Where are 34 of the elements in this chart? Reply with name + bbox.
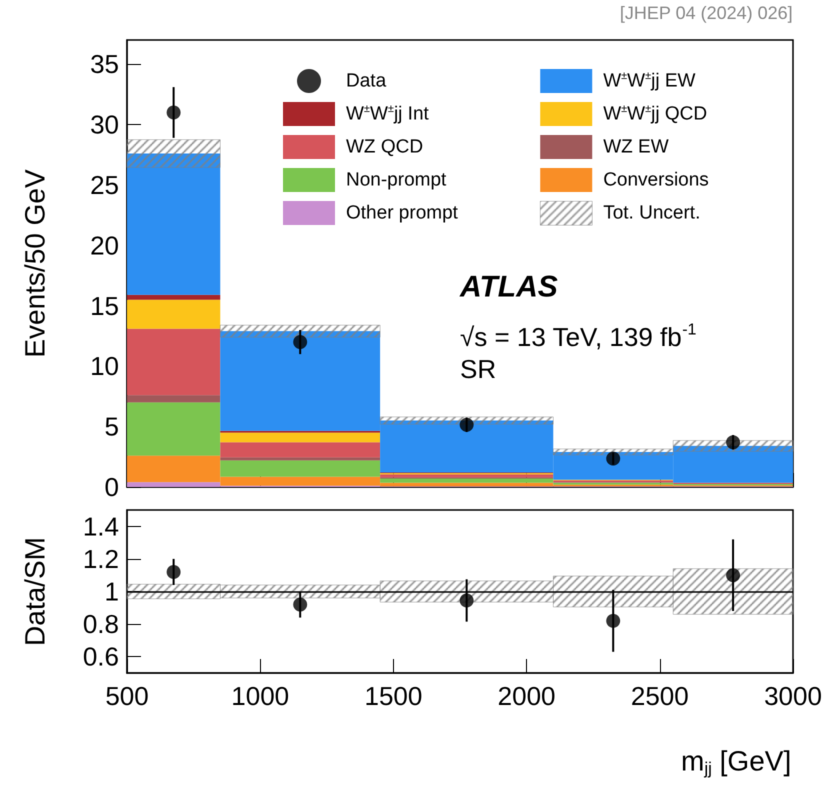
legend-label: Non-prompt bbox=[346, 170, 448, 190]
y-tick-label: 1 bbox=[104, 576, 119, 606]
y-tick-label: 0.8 bbox=[82, 609, 119, 640]
y-tick-label: 1.2 bbox=[82, 544, 119, 574]
legend-label: Other prompt bbox=[346, 202, 459, 224]
annotation: ATLAS bbox=[459, 270, 558, 304]
y-tick-label: 35 bbox=[90, 49, 119, 80]
y-tick-label: 20 bbox=[90, 230, 119, 260]
y-tick-label: 0.6 bbox=[82, 642, 119, 672]
legend-label: Conversions bbox=[603, 170, 709, 190]
y-tick-label: 5 bbox=[104, 412, 119, 442]
legend-label: WZ QCD bbox=[346, 136, 424, 158]
y-tick-label: 25 bbox=[90, 170, 119, 200]
legend-label: W±W±jj EW bbox=[603, 70, 696, 92]
y-axis-title: Data/SM bbox=[20, 537, 50, 646]
y-tick-label: 15 bbox=[90, 290, 119, 321]
legend-label: Tot. Uncert. bbox=[603, 202, 700, 224]
x-tick-label: 2500 bbox=[630, 681, 689, 711]
annotation: SR bbox=[460, 354, 496, 384]
legend-label: W±W±jj QCD bbox=[603, 103, 708, 124]
legend-label: WZ EW bbox=[603, 136, 669, 158]
x-tick-label: 2000 bbox=[498, 681, 556, 711]
y-axis-title: Events/50 GeV bbox=[20, 169, 50, 358]
y-tick-label: 0 bbox=[104, 472, 119, 502]
text: [JHEP 04 (2024) 026] bbox=[620, 3, 793, 23]
x-tick-label: 500 bbox=[105, 681, 149, 711]
x-tick-label: 3000 bbox=[764, 681, 822, 711]
y-tick-label: 30 bbox=[90, 110, 119, 140]
y-tick-label: 10 bbox=[90, 351, 119, 382]
y-tick-label: 1.4 bbox=[82, 511, 119, 542]
x-tick-label: 1500 bbox=[364, 681, 422, 711]
legend-label: Data bbox=[346, 70, 387, 92]
x-tick-label: 1000 bbox=[231, 681, 290, 711]
legend-label: W±W±jj Int bbox=[346, 103, 430, 124]
